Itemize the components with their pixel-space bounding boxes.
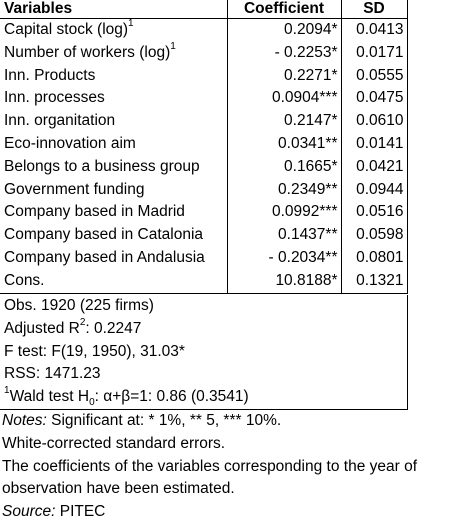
adjusted-r2-line: Adjusted R2: 0.2247 [4, 316, 403, 341]
coefficient-cell: 0.2147* [226, 110, 342, 133]
adjusted-r2-prefix: Adjusted R [4, 319, 80, 337]
coefficient-cell: 10.8188* [226, 269, 342, 294]
variable-name: Cons. [4, 271, 45, 289]
source-label: Source: [2, 503, 56, 521]
source-text: PITEC [55, 503, 106, 521]
sd-cell: 0.0801 [340, 246, 408, 270]
variable-name-cell: Number of workers (log)1 [0, 40, 228, 65]
table-notes: Notes: Significant at: * 1%, ** 5, *** 1… [0, 410, 474, 524]
model-statistics: Obs. 1920 (225 firms) Adjusted R2: 0.224… [0, 295, 408, 410]
variable-name: Company based in Catalonia [4, 226, 204, 244]
white-errors-note: White-corrected standard errors. [2, 434, 226, 452]
notes-label: Notes: [2, 412, 47, 429]
notes-text: Significant at: * 1%, ** 5, *** 10%. [46, 412, 282, 429]
table-header-row: Variables Coefficient SD [0, 0, 408, 19]
sd-cell: 0.0555 [340, 64, 408, 88]
wald-footnote-marker: 1 [4, 385, 10, 397]
wald-test-line: 1Wald test H0: α+β=1: 0.86 (0.3541) [4, 386, 403, 409]
variable-name-cell: Cons. [0, 269, 228, 294]
wald-prefix: Wald test H [9, 388, 90, 406]
year-coefficients-note: The coefficients of the variables corres… [2, 457, 418, 498]
variable-name: Company based in Andalusia [4, 248, 205, 266]
sd-cell: 0.0413 [340, 18, 408, 42]
table-row: Company based in Madrid 0.0992*** 0.0516 [0, 201, 408, 225]
table-row: Company based in Andalusia - 0.2034** 0.08… [0, 246, 408, 270]
sd-cell: 0.0610 [340, 110, 408, 133]
rss-line: RSS: 1471.23 [4, 365, 101, 383]
regression-table: Variables Coefficient SD Capital stock (… [0, 0, 408, 294]
variable-name-cell: Eco-innovation aim [0, 132, 228, 156]
table-body: Capital stock (log)1 0.2094* 0.0413 Number … [0, 17, 408, 294]
table-row: Belongs to a business group 0.1665* 0.0421 [0, 155, 408, 179]
sd-cell: 0.0421 [340, 155, 408, 179]
table-row: Inn. Products 0.2271* 0.0555 [0, 64, 408, 88]
table-row: Capital stock (log)1 0.2094* 0.0413 [0, 17, 408, 42]
variable-name-cell: Belongs to a business group [0, 155, 228, 179]
observations-line: Obs. 1920 (225 firms) [4, 297, 154, 314]
header-sd: SD [340, 0, 408, 19]
variable-name: Government funding [4, 180, 145, 198]
table-row: Number of workers (log)1- 0.2253* 0.0171 [0, 40, 408, 65]
sd-cell: 0.0141 [340, 132, 408, 156]
variable-name: Capital stock (log) [4, 21, 129, 38]
variable-name: Belongs to a business group [4, 157, 200, 175]
table-row: Government funding 0.2349** 0.0944 [0, 178, 408, 202]
coefficient-cell: 0.1437** [226, 224, 342, 247]
coefficient-cell: 0.0904*** [226, 87, 342, 111]
wald-value: : α+β=1: 0.86 (0.3541) [94, 388, 249, 406]
coefficient-cell: - 0.2034** [226, 246, 342, 270]
source-note: Source: PITEC [2, 501, 474, 524]
adjusted-r2-value: : 0.2247 [85, 319, 142, 337]
variable-name: Inn. Products [4, 66, 96, 84]
footnote-marker: 1 [128, 17, 134, 29]
variable-name: Eco-innovation aim [4, 134, 136, 152]
f-test-line: F test: F(19, 1950), 31.03* [4, 342, 185, 360]
adjusted-r2-superscript: 2 [79, 316, 86, 328]
table-row: Eco-innovation aim 0.0341** 0.0141 [0, 132, 408, 156]
coefficient-cell: 0.1665* [226, 155, 342, 179]
wald-subscript: 0 [89, 397, 95, 409]
coefficient-cell: 0.2349** [226, 178, 342, 202]
sd-cell: 0.0475 [340, 87, 408, 111]
variable-name-cell: Inn. organitation [0, 110, 228, 133]
variable-name: Company based in Madrid [4, 203, 185, 221]
variable-name-cell: Inn. processes [0, 87, 228, 111]
coefficient-cell: - 0.2253* [226, 41, 342, 65]
variable-name-cell: Inn. Products [0, 64, 228, 88]
variable-name-cell: Company based in Madrid [0, 201, 228, 225]
sd-cell: 0.0598 [340, 224, 408, 247]
variable-name-cell: Government funding [0, 178, 228, 202]
coefficient-cell: 0.2094* [226, 18, 342, 42]
coefficient-cell: 0.2271* [226, 64, 342, 88]
significance-note: Notes: Significant at: * 1%, ** 5, *** 1… [2, 410, 474, 433]
sd-cell: 0.0516 [340, 201, 408, 225]
variable-name-cell: Company based in Andalusia [0, 246, 228, 270]
variable-name-cell: Capital stock (log)1 [0, 17, 228, 42]
variable-name: Number of workers (log) [4, 43, 171, 61]
header-variables: Variables [0, 0, 228, 19]
footnote-marker: 1 [170, 40, 176, 52]
coefficient-cell: 0.0341** [226, 132, 342, 156]
variable-name-cell: Company based in Catalonia [0, 224, 228, 247]
table-row: Inn. organitation 0.2147* 0.0610 [0, 110, 408, 133]
variable-name: Inn. processes [4, 89, 105, 107]
variable-name: Inn. organitation [4, 112, 116, 130]
sd-cell: 0.0171 [340, 41, 408, 65]
table-row: Inn. processes 0.0904*** 0.0475 [0, 87, 408, 111]
table-row: Cons. 10.8188* 0.1321 [0, 269, 408, 294]
coefficient-cell: 0.0992*** [226, 201, 342, 225]
table-row: Company based in Catalonia 0.1437** 0.0598 [0, 224, 408, 247]
sd-cell: 0.0944 [340, 178, 408, 202]
sd-cell: 0.1321 [340, 269, 408, 294]
header-coefficient: Coefficient [226, 0, 342, 19]
